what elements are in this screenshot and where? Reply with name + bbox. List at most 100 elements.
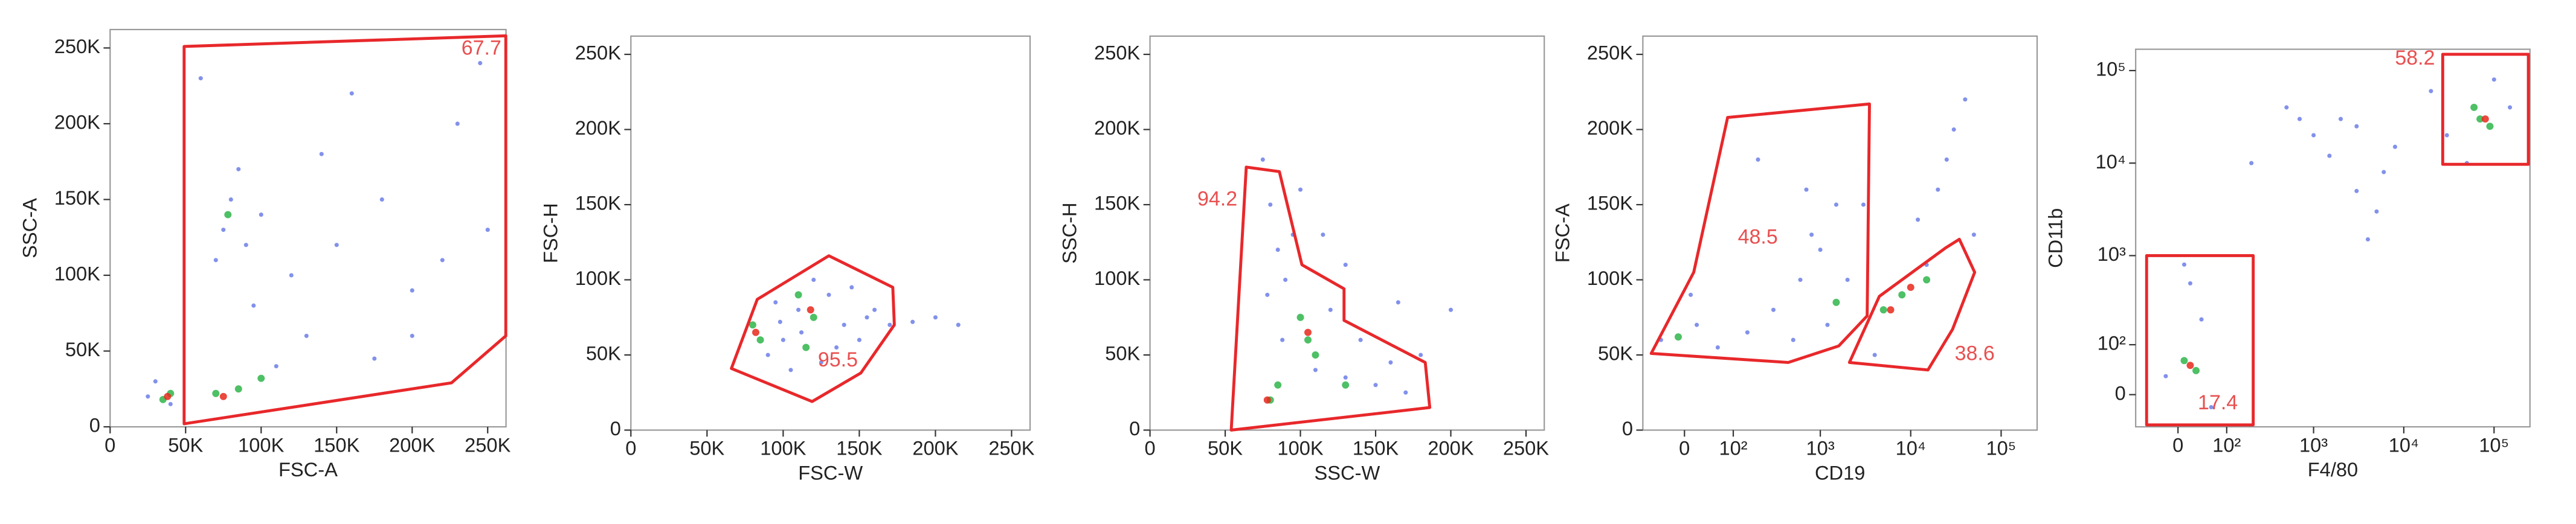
x-tick-label: 10⁴ [1896, 437, 1926, 459]
y-tick-label: 10² [2098, 332, 2126, 354]
panel: 0 10² 10³ 10⁴ 10⁵ 0 10² 10³ 10⁴ 10⁵ F4/80 CD11b 58.2… [2044, 46, 2531, 481]
event-dot [274, 364, 279, 369]
event-dot [2327, 153, 2332, 158]
event-dot [2311, 133, 2316, 138]
event-dot [259, 212, 263, 217]
event-dot [1265, 292, 1270, 297]
x-tick-label: 0 [625, 437, 636, 459]
event-dot [788, 368, 793, 372]
event-dot [304, 333, 309, 338]
x-axis-label: F4/80 [2308, 458, 2358, 481]
event-dot [2186, 362, 2194, 369]
event-dot [819, 360, 823, 365]
event-dot [1963, 97, 1968, 102]
event-dot [865, 315, 869, 320]
event-dot [2284, 105, 2289, 110]
event-dot [1898, 291, 1906, 299]
event-dot [1298, 187, 1303, 192]
x-tick-label: 10⁴ [2389, 433, 2419, 456]
event-dot [778, 319, 782, 324]
event-dot [1804, 187, 1809, 192]
event-dot [1343, 375, 1348, 380]
event-dot [1328, 307, 1333, 312]
event-dot [811, 277, 816, 283]
x-tick-label: 10³ [1806, 437, 1835, 459]
gate [2441, 53, 2530, 166]
event-dot [198, 76, 203, 81]
event-dot [849, 285, 854, 290]
x-axis-label: FSC-A [279, 458, 338, 481]
event-dot [2354, 124, 2359, 129]
event-dot [765, 353, 770, 357]
event-dot [1861, 202, 1866, 207]
event-dot [1268, 202, 1273, 207]
x-tick-label: 200K [389, 433, 435, 456]
gate-percent: 38.6 [1955, 342, 1995, 365]
event-dot [1825, 322, 1830, 327]
event-dot [1756, 157, 1760, 162]
event-dot [319, 152, 324, 156]
event-dot [1313, 368, 1318, 372]
event-dot [213, 258, 218, 263]
gate [1229, 165, 1432, 432]
event-dot [933, 315, 938, 320]
event-dot [2491, 77, 2496, 82]
event-dot [796, 307, 801, 312]
y-tick-label: 250K [54, 35, 100, 57]
y-tick-label: 0 [2115, 382, 2126, 404]
event-dot [410, 288, 414, 293]
event-dot [842, 322, 846, 327]
x-axis-label: SSC-W [1315, 462, 1380, 484]
event-dot [1403, 390, 1408, 395]
event-dot [440, 258, 445, 263]
x-tick-label: 10³ [2299, 433, 2328, 456]
x-tick-label: 250K [988, 437, 1034, 459]
event-dot [212, 389, 220, 397]
gate [1847, 237, 1977, 372]
event-dot [1304, 336, 1312, 344]
event-dot [749, 321, 756, 329]
gate-percent: 58.2 [2395, 46, 2435, 69]
event-dot [2180, 357, 2188, 365]
x-tick-label: 50K [1208, 437, 1243, 459]
event-dot [781, 337, 785, 342]
event-dot [1675, 333, 1682, 341]
gate-percent: 67.7 [462, 37, 501, 60]
y-tick-label: 100K [575, 267, 621, 289]
x-tick-label: 200K [1428, 437, 1473, 459]
event-dot [289, 273, 294, 278]
event-dot [1343, 263, 1348, 267]
event-dot [773, 300, 778, 305]
event-dot [2188, 281, 2192, 286]
x-tick-label: 0 [1679, 437, 1690, 459]
x-tick-label: 0 [1145, 437, 1156, 459]
event-dot [164, 392, 172, 400]
event-dot [1745, 330, 1750, 335]
event-dot [2365, 237, 2371, 242]
event-dot [2444, 133, 2449, 138]
event-dot [2297, 117, 2302, 121]
y-tick-label: 0 [610, 417, 621, 439]
x-tick-label: 250K [465, 433, 510, 456]
event-dot [857, 337, 861, 342]
y-axis-label: FSC-A [1551, 203, 1573, 263]
y-tick-label: 100K [1094, 267, 1140, 289]
gate-percent: 95.5 [818, 348, 858, 371]
event-dot [810, 313, 817, 321]
y-tick-label: 250K [575, 42, 621, 64]
event-dot [1951, 127, 1956, 132]
event-dot [349, 91, 354, 96]
y-axis-label: SSC-H [1058, 202, 1081, 264]
event-dot [1274, 381, 1282, 389]
event-dot [236, 167, 241, 171]
gate-percent: 17.4 [2198, 391, 2238, 414]
event-dot [2481, 115, 2489, 123]
event-dot [1791, 337, 1795, 342]
event-dot [251, 303, 256, 308]
event-dot [802, 343, 810, 351]
y-axis-label: CD11b [2044, 208, 2066, 268]
event-dot [1832, 298, 1840, 306]
event-dot [334, 243, 339, 248]
